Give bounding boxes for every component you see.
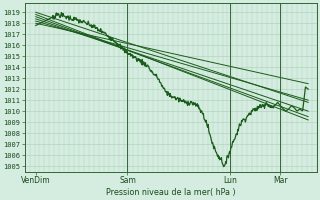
X-axis label: Pression niveau de la mer( hPa ): Pression niveau de la mer( hPa )	[106, 188, 236, 197]
